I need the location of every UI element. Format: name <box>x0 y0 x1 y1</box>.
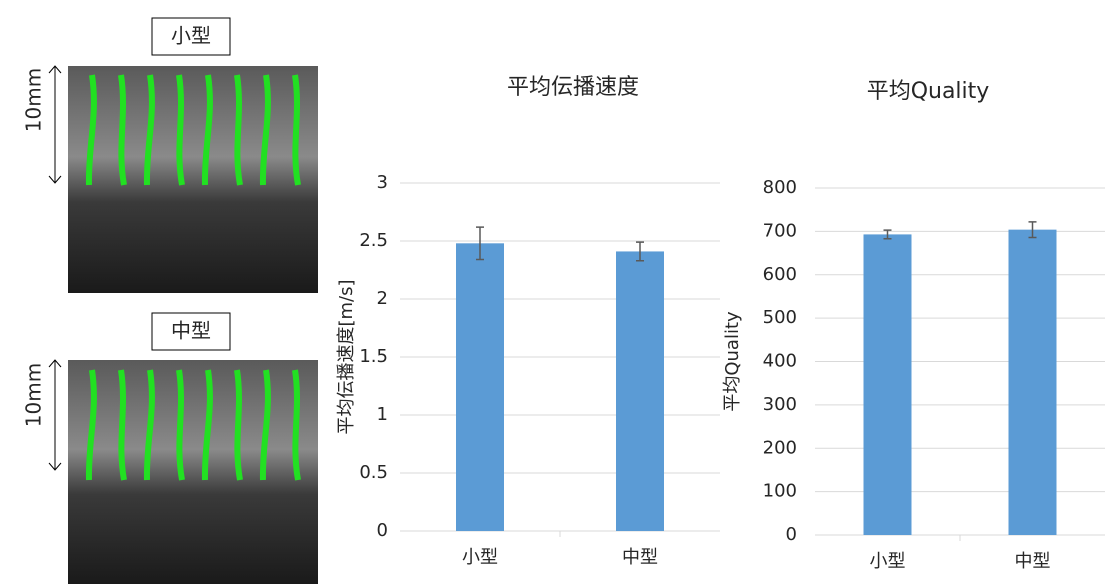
y-tick-label: 100 <box>763 481 797 502</box>
x-tick-label: 中型 <box>1015 551 1051 572</box>
tracking-line <box>121 370 124 480</box>
y-axis-label: 平均伝播速度[m/s] <box>336 279 357 434</box>
scale-arrow <box>49 66 61 183</box>
chart-title: 平均Quality <box>867 79 990 104</box>
scale-arrow <box>49 360 61 470</box>
y-tick-label: 0 <box>786 524 797 545</box>
tracking-line <box>295 75 298 185</box>
y-tick-label: 1.5 <box>359 346 388 367</box>
scale-label: 10mm <box>22 68 46 132</box>
bar <box>456 243 504 531</box>
tracking-line <box>237 75 240 185</box>
y-axis-label: 平均Quality <box>722 311 743 412</box>
y-tick-label: 600 <box>763 264 797 285</box>
y-tick-label: 2.5 <box>359 230 388 251</box>
tracking-line <box>179 370 182 480</box>
y-tick-label: 700 <box>763 220 797 241</box>
image-label: 中型 <box>171 319 211 343</box>
y-tick-label: 800 <box>763 177 797 198</box>
x-tick-label: 中型 <box>622 547 658 568</box>
image-label: 小型 <box>171 24 211 48</box>
y-tick-label: 3 <box>377 172 388 193</box>
y-tick-label: 200 <box>763 437 797 458</box>
x-tick-label: 小型 <box>462 547 498 568</box>
y-tick-label: 2 <box>377 288 388 309</box>
figure: 小型 10mm 中型 10mm 平均伝播速度平均伝播速度[m/s] 0 0.5 1 1.… <box>0 0 1114 584</box>
tracking-line <box>295 370 298 480</box>
ultrasound-image <box>68 66 318 293</box>
y-tick-label: 0 <box>377 520 388 541</box>
bar <box>1009 230 1057 535</box>
ultrasound-medium: 中型 10mm <box>22 313 319 584</box>
ultrasound-small: 小型 10mm <box>22 18 319 293</box>
bar <box>616 251 664 531</box>
tracking-line <box>237 370 240 480</box>
x-tick-label: 小型 <box>870 551 906 572</box>
ultrasound-image <box>68 360 318 584</box>
scale-label: 10mm <box>22 363 46 427</box>
y-tick-label: 500 <box>763 307 797 328</box>
tracking-line <box>121 75 124 185</box>
y-tick-label: 0.5 <box>359 462 388 483</box>
chart-title: 平均伝播速度 <box>507 75 639 100</box>
y-tick-label: 300 <box>763 394 797 415</box>
y-tick-label: 400 <box>763 351 797 372</box>
tracking-line <box>179 75 182 185</box>
y-tick-label: 1 <box>377 404 388 425</box>
bar <box>864 234 912 535</box>
